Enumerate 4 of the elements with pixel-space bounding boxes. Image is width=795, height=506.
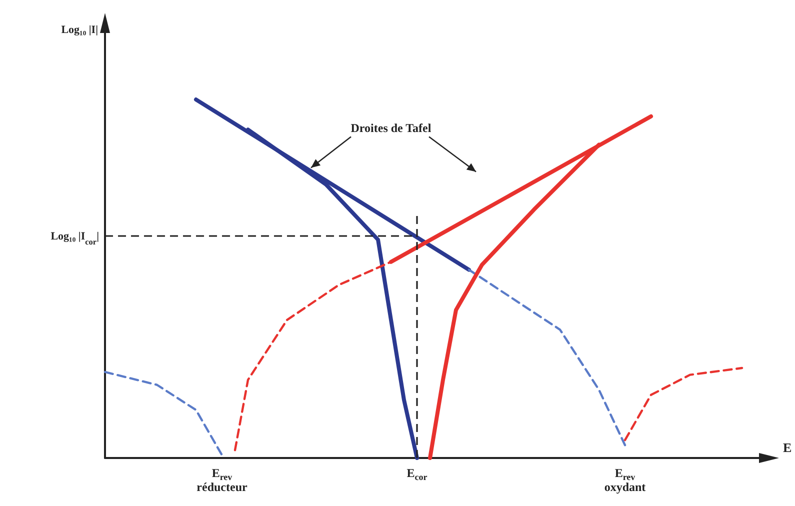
x-axis-title: E [783,440,792,455]
text: Log₁₀ |I| [61,24,98,36]
annotation: Droites de Tafel [350,120,432,135]
ref-line-label: Log₁₀ |I$_{cor}$| [50,230,99,246]
